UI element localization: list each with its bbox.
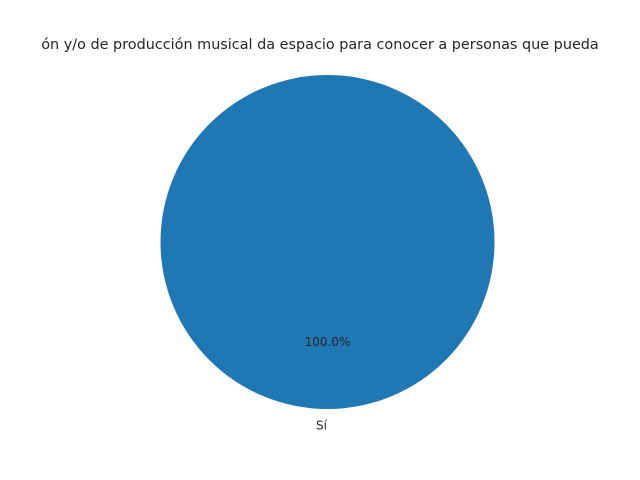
chart-title: ón y/o de producción musical da espacio … xyxy=(41,37,599,53)
slice-label: Sí xyxy=(316,419,328,433)
slice-percent-label: 100.0% xyxy=(305,335,351,349)
pie-slice xyxy=(160,75,495,409)
pie-slices xyxy=(160,75,495,409)
pie-labels: Sí 100.0% xyxy=(305,335,351,433)
